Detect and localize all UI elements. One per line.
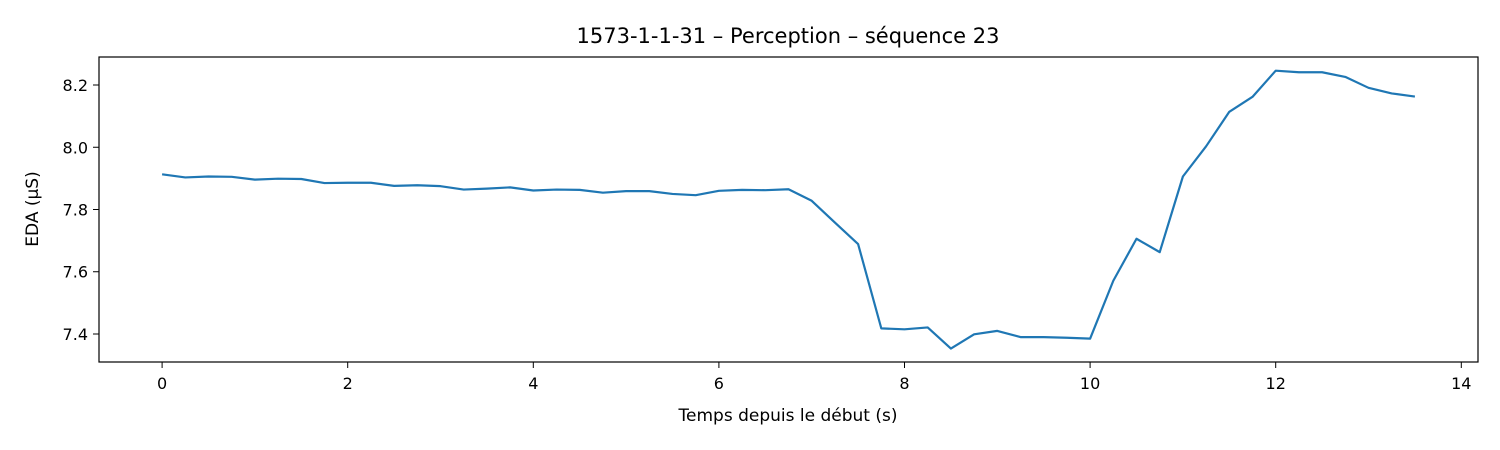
x-axis: 0 2 4 6 8 10 12 14: [157, 362, 1471, 393]
x-tick-label: 12: [1266, 374, 1286, 393]
y-tick-label: 7.8: [63, 201, 88, 220]
y-tick-label: 8.0: [63, 138, 88, 157]
y-tick-label: 7.6: [63, 263, 88, 282]
series-layer: [161, 69, 1416, 350]
x-tick-label: 10: [1080, 374, 1100, 393]
x-axis-label: Temps depuis le début (s): [678, 406, 898, 426]
x-tick-label: 0: [157, 374, 167, 393]
chart-title: 1573-1-1-31 – Perception – séquence 23: [577, 24, 1000, 48]
plot-area: [98, 56, 1479, 363]
y-axis: 7.4 7.6 7.8 8.0 8.2: [63, 76, 99, 344]
x-tick-label: 2: [343, 374, 353, 393]
x-tick-label: 4: [528, 374, 538, 393]
x-tick-label: 8: [899, 374, 909, 393]
y-axis-label: EDA (µS): [23, 171, 43, 246]
y-tick-label: 7.4: [63, 325, 88, 344]
y-tick-label: 8.2: [63, 76, 88, 95]
x-tick-label: 6: [714, 374, 724, 393]
eda-series-line: [161, 69, 1416, 350]
x-tick-label: 14: [1451, 374, 1471, 393]
